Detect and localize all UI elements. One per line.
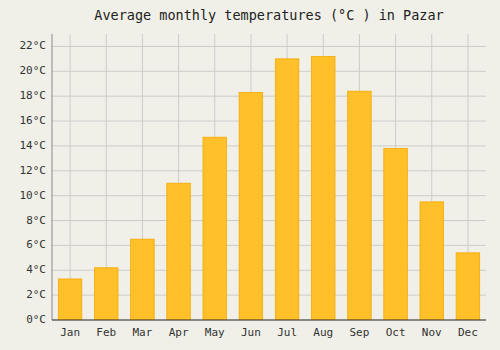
x-tick-label: Feb: [96, 326, 116, 339]
x-tick-label: Mar: [132, 326, 152, 339]
bar: [58, 279, 82, 320]
y-tick-label: 2°C: [26, 288, 46, 301]
y-grid-line: [52, 46, 486, 47]
y-tick-label: 20°C: [20, 64, 47, 77]
x-grid-line: [70, 34, 71, 320]
bar: [311, 56, 335, 320]
axes: 0°C 2°C 4°C 6°C 8°C 10°C 12°C 14°C 16°C 18°C 20°C 2…: [20, 34, 487, 339]
y-axis-line: [52, 34, 53, 320]
x-tick-label: May: [205, 326, 225, 339]
y-tick-label: 14°C: [20, 139, 47, 152]
y-grid-line: [52, 71, 486, 72]
chart: 0°C 2°C 4°C 6°C 8°C 10°C 12°C 14°C 16°C 18°C 20°C 2…: [0, 0, 500, 350]
y-tick-label: 0°C: [26, 313, 46, 326]
bar: [131, 239, 155, 320]
y-tick-label: 8°C: [26, 214, 46, 227]
bar: [420, 202, 444, 320]
y-grid-line: [52, 121, 486, 122]
y-tick-label: 18°C: [20, 89, 47, 102]
x-tick-label: Jun: [241, 326, 261, 339]
x-tick-label: Sep: [349, 326, 369, 339]
y-tick-label: 22°C: [20, 39, 47, 52]
background: [0, 0, 500, 350]
y-grid-line: [52, 320, 486, 321]
y-grid-line: [52, 145, 486, 146]
y-grid-line: [52, 195, 486, 196]
x-axis-line: [52, 319, 486, 320]
x-tick-label: Oct: [386, 326, 406, 339]
y-grid-line: [52, 170, 486, 171]
bar: [203, 137, 227, 320]
y-grid-line: [52, 96, 486, 97]
bar: [275, 59, 299, 320]
bar: [348, 91, 372, 320]
title: Average monthly temperatures (°C ) in Pa…: [94, 7, 444, 23]
bar: [384, 148, 408, 320]
x-tick-label: Jul: [277, 326, 297, 339]
bars: [58, 56, 479, 320]
bar: [167, 183, 191, 320]
bar: [239, 92, 263, 320]
x-tick-label: Dec: [458, 326, 478, 339]
y-tick-label: 16°C: [20, 114, 47, 127]
y-tick-label: 12°C: [20, 164, 47, 177]
bar: [456, 253, 480, 320]
grid: [52, 34, 486, 320]
x-tick-label: Jan: [60, 326, 80, 339]
y-tick-label: 6°C: [26, 238, 46, 251]
x-tick-label: Nov: [422, 326, 442, 339]
y-tick-label: 10°C: [20, 189, 47, 202]
x-tick-label: Apr: [169, 326, 189, 339]
y-tick-label: 4°C: [26, 263, 46, 276]
bar: [94, 268, 118, 320]
x-tick-label: Aug: [313, 326, 333, 339]
